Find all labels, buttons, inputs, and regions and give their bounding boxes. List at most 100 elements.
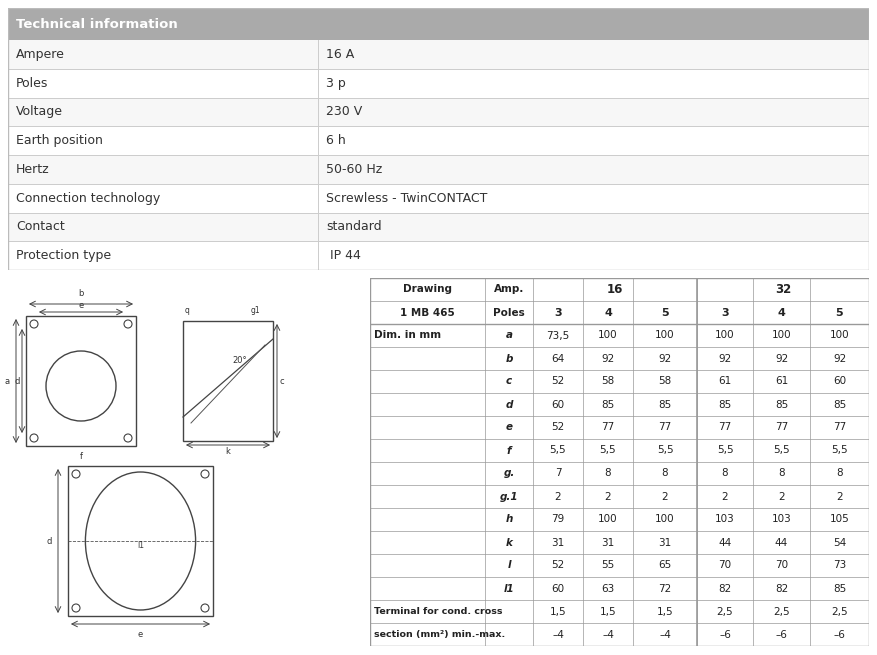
Text: 73,5: 73,5 [546,331,570,341]
Text: 2: 2 [604,491,611,502]
Text: 1 MB 465: 1 MB 465 [400,307,455,318]
Text: 2: 2 [722,491,728,502]
Text: 63: 63 [602,584,615,593]
Text: 60: 60 [552,400,565,409]
Text: 85: 85 [833,400,846,409]
Text: Amp.: Amp. [494,284,524,295]
Text: e: e [505,422,512,432]
Text: –4: –4 [659,629,671,639]
Text: 8: 8 [661,468,668,479]
Text: Voltage: Voltage [16,105,63,119]
Text: 5,5: 5,5 [717,445,733,455]
Text: 2: 2 [554,491,561,502]
Text: 82: 82 [775,584,788,593]
Bar [8,98,869,126]
Text: 3: 3 [721,307,729,318]
Text: 8: 8 [778,468,785,479]
Text: g.1: g.1 [500,491,518,502]
Text: 85: 85 [659,400,672,409]
Text: 77: 77 [718,422,731,432]
Text: 20°: 20° [232,356,247,365]
Text: Hertz: Hertz [16,163,50,176]
Text: standard: standard [326,220,381,233]
Text: 4: 4 [604,307,612,318]
Bar [68,466,213,616]
Text: l1: l1 [503,584,515,593]
Text: 72: 72 [659,584,672,593]
Text: 60: 60 [552,584,565,593]
Text: 85: 85 [718,400,731,409]
Text: 5,5: 5,5 [774,445,790,455]
Text: 5: 5 [661,307,669,318]
Text: 16: 16 [607,283,624,296]
Text: b: b [505,354,513,364]
Text: 5,5: 5,5 [831,445,848,455]
Text: –6: –6 [775,629,788,639]
Bar [8,40,869,69]
Text: f: f [507,445,511,455]
Text: 31: 31 [552,538,565,548]
Text: a: a [5,377,10,386]
Text: e: e [78,301,83,310]
Text: g.: g. [503,468,515,479]
Text: 3 p: 3 p [326,77,346,90]
Text: 31: 31 [602,538,615,548]
Text: 2,5: 2,5 [717,607,733,616]
Text: 85: 85 [775,400,788,409]
Text: Terminal for cond. cross: Terminal for cond. cross [374,607,503,616]
Text: d: d [505,400,513,409]
Text: 70: 70 [718,561,731,571]
Text: 61: 61 [775,377,788,386]
Text: 60: 60 [833,377,846,386]
Text: 100: 100 [715,331,735,341]
Text: 58: 58 [659,377,672,386]
Text: 100: 100 [830,331,849,341]
Text: 44: 44 [718,538,731,548]
Text: 100: 100 [598,331,617,341]
Text: –6: –6 [719,629,731,639]
Text: c: c [506,377,512,386]
Text: 92: 92 [718,354,731,364]
Text: 92: 92 [775,354,788,364]
Text: q: q [184,306,189,315]
Text: 6 h: 6 h [326,134,346,147]
Text: 2: 2 [836,491,843,502]
Text: 2,5: 2,5 [774,607,790,616]
Text: a: a [505,331,512,341]
Text: 5,5: 5,5 [657,445,674,455]
Text: k: k [225,447,231,456]
Text: d: d [46,536,52,546]
Text: 52: 52 [552,377,565,386]
Text: Contact: Contact [16,220,65,233]
Text: Dim. in mm: Dim. in mm [374,331,441,341]
Bar [8,212,869,241]
Text: 2: 2 [778,491,785,502]
Text: 230 V: 230 V [326,105,362,119]
Text: 5,5: 5,5 [600,445,617,455]
Text: 92: 92 [602,354,615,364]
Text: c: c [279,377,283,386]
Text: 5,5: 5,5 [550,445,567,455]
Text: 92: 92 [659,354,672,364]
Text: 32: 32 [775,283,791,296]
Bar [183,321,273,441]
Text: IP 44: IP 44 [326,249,360,262]
Text: 2,5: 2,5 [831,607,848,616]
Text: –4: –4 [552,629,564,639]
Text: h: h [505,514,513,525]
Text: 65: 65 [659,561,672,571]
Text: 1,5: 1,5 [600,607,617,616]
Text: 77: 77 [775,422,788,432]
Text: 77: 77 [602,422,615,432]
Text: 79: 79 [552,514,565,525]
Text: Earth position: Earth position [16,134,103,147]
Text: g1: g1 [250,306,260,315]
Text: 44: 44 [775,538,788,548]
Text: Protection type: Protection type [16,249,111,262]
Text: Poles: Poles [16,77,48,90]
Text: d: d [15,377,20,386]
Text: –6: –6 [833,629,845,639]
Text: 31: 31 [659,538,672,548]
Text: 105: 105 [830,514,850,525]
Bar [8,155,869,184]
